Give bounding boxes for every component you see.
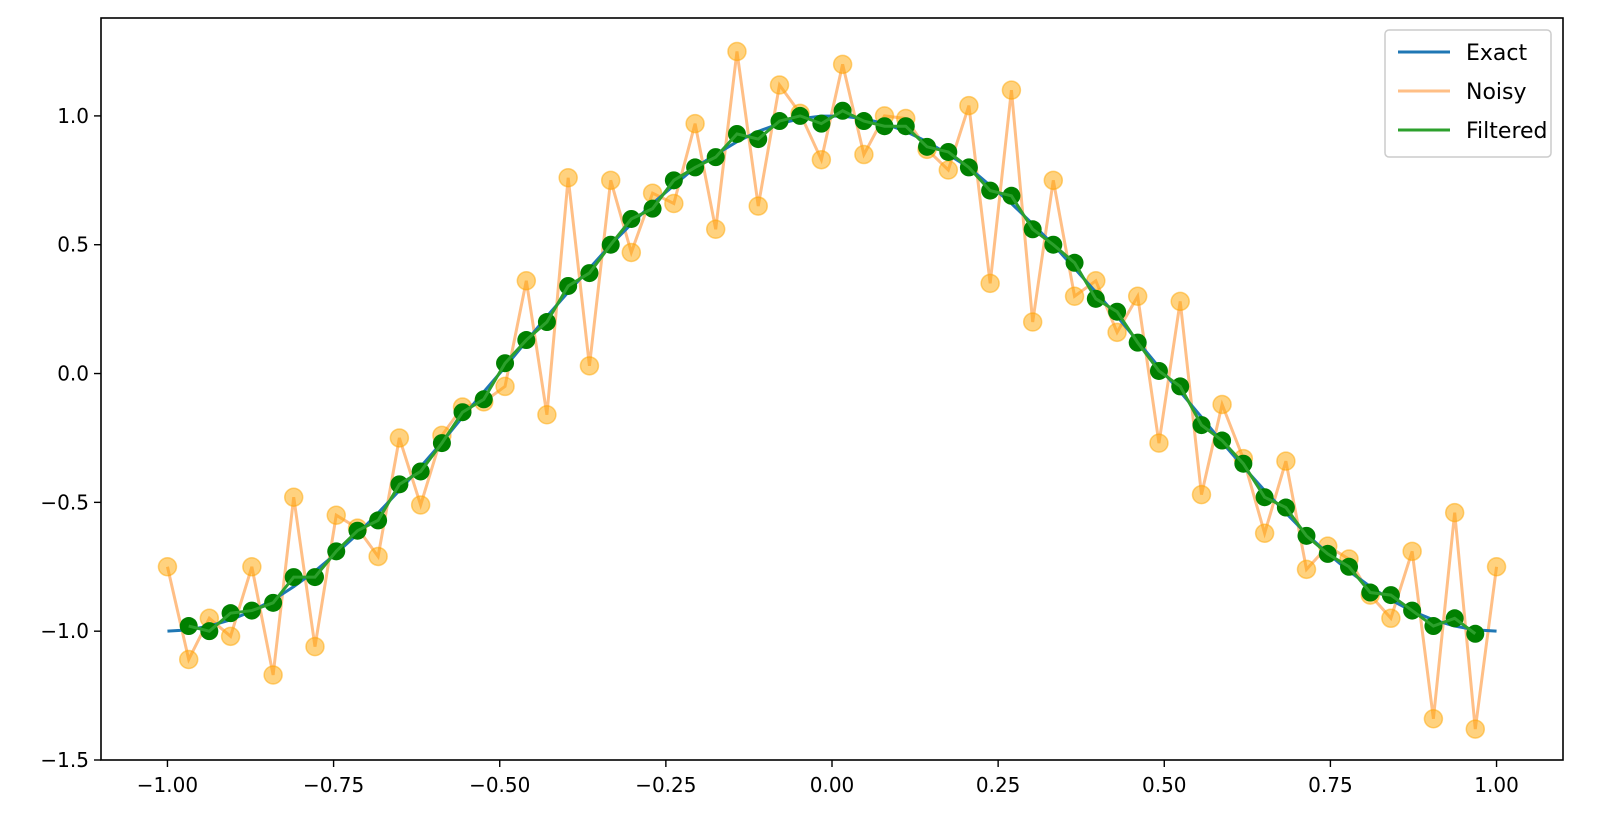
y-tick-label: −1.5	[40, 748, 89, 772]
noisy-point	[537, 405, 557, 425]
noisy-point	[959, 95, 979, 116]
noisy-point	[1107, 322, 1127, 343]
x-tick-label: 0.25	[976, 773, 1021, 797]
noisy-point	[980, 273, 1000, 294]
noisy-point	[326, 505, 346, 525]
x-tick-label: −0.25	[635, 773, 696, 797]
noisy-point	[495, 376, 515, 397]
noisy-point	[1212, 394, 1232, 415]
noisy-point	[769, 75, 790, 95]
noisy-point	[1043, 170, 1064, 191]
x-tick-label: 0.50	[1142, 773, 1187, 797]
noisy-point	[1064, 286, 1085, 306]
plot-area	[100, 17, 1564, 761]
x-tick-label: 0.00	[810, 773, 855, 797]
series-line-filtered	[188, 109, 1477, 635]
noisy-point	[1170, 291, 1190, 312]
noisy-point	[854, 144, 874, 165]
noisy-point	[263, 665, 283, 685]
series-line-noisy	[165, 51, 1499, 730]
legend-box	[1384, 29, 1552, 158]
noisy-point	[1254, 523, 1275, 544]
noisy-point	[748, 196, 768, 216]
noisy-point	[705, 219, 726, 240]
noisy-point	[727, 41, 747, 62]
noisy-point	[516, 271, 537, 291]
noisy-point	[558, 167, 578, 188]
noisy-point	[410, 495, 431, 515]
noisy-point	[1127, 286, 1148, 306]
y-tick-label: 1.0	[57, 104, 89, 128]
noisy-point	[938, 160, 959, 180]
legend-label-filtered: Filtered	[1466, 119, 1548, 144]
noisy-point	[1486, 557, 1507, 577]
noisy-point	[1001, 80, 1022, 100]
y-tick-label: 0.5	[57, 233, 89, 257]
noisy-point	[1149, 433, 1169, 453]
noisy-point	[1022, 312, 1043, 332]
noisy-point	[664, 193, 684, 214]
noisy-point	[305, 636, 325, 657]
x-tick-label: −0.50	[469, 773, 530, 797]
noisy-point	[1381, 608, 1401, 629]
legend: Exact Noisy Filtered	[1384, 29, 1552, 158]
noisy-point	[621, 242, 642, 263]
noisy-point	[1465, 719, 1486, 739]
noisy-point	[283, 487, 304, 507]
x-tick-label: 0.75	[1308, 773, 1353, 797]
y-tick-label: 0.0	[57, 362, 89, 386]
noisy-point	[389, 428, 410, 448]
noisy-point	[685, 113, 705, 134]
noisy-point	[220, 626, 241, 647]
noisy-point	[368, 546, 388, 567]
noisy-point	[832, 54, 853, 75]
noisy-point	[579, 356, 600, 376]
y-tick-label: −0.5	[40, 490, 89, 514]
y-axis-ticks: −1.5 −1.0 −0.5 0.0 0.5 1.0	[40, 104, 101, 772]
legend-label-exact: Exact	[1466, 41, 1527, 66]
series-layer	[157, 41, 1507, 739]
noisy-point	[600, 170, 621, 191]
noisy-point	[242, 557, 262, 577]
legend-label-noisy: Noisy	[1466, 80, 1527, 105]
x-tick-label: −0.75	[303, 773, 364, 797]
x-tick-label: −1.00	[137, 773, 198, 797]
filtered-point	[179, 617, 198, 636]
x-axis-ticks: −1.00 −0.75 −0.50 −0.25 0.00 0.25 0.50 0.75 1.00	[137, 760, 1519, 797]
noisy-point	[811, 149, 832, 170]
noisy-point	[1191, 484, 1212, 505]
noisy-point	[1444, 502, 1465, 523]
noisy-point	[1296, 559, 1317, 580]
noisy-point	[1423, 709, 1444, 729]
y-tick-label: −1.0	[40, 619, 89, 643]
noisy-point	[1276, 451, 1296, 471]
noisy-point	[1402, 541, 1422, 562]
noisy-point	[157, 557, 178, 577]
x-tick-label: 1.00	[1474, 773, 1519, 797]
noisy-point	[178, 649, 199, 670]
